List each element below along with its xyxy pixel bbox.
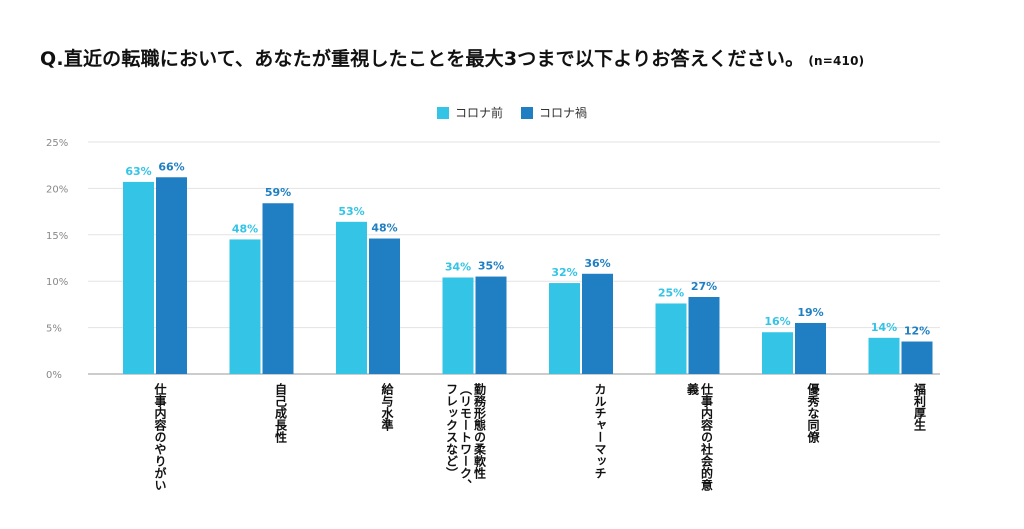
bar	[582, 273, 613, 374]
data-label: 14%	[871, 321, 897, 334]
x-tick-label: 優秀な同僚	[806, 383, 820, 443]
sample-size-note: (n=410)	[808, 54, 865, 68]
bar	[549, 283, 580, 374]
bar	[868, 337, 900, 374]
data-label: 32%	[551, 266, 577, 279]
bar	[762, 332, 793, 374]
y-tick-label: 10%	[46, 277, 68, 288]
data-label: 59%	[265, 186, 291, 199]
data-label: 27%	[691, 280, 717, 293]
bar	[901, 341, 933, 374]
chart-title: Q.直近の転職において、あなたが重視したことを最大3つまで以下よりお答えください…	[40, 48, 865, 70]
bar	[262, 203, 294, 374]
data-label: 53%	[338, 205, 364, 218]
bar	[369, 238, 400, 374]
x-tick-label: 自己成長性	[273, 383, 288, 443]
x-tick-label: カルチャーマッチ	[593, 383, 607, 479]
data-label: 66%	[158, 160, 184, 173]
legend-item-before: コロナ前	[436, 104, 503, 121]
bar	[688, 296, 720, 374]
legend-label-during: コロナ禍	[539, 106, 588, 120]
x-tick-label: 給与水準	[380, 383, 394, 431]
bar	[655, 303, 687, 374]
bar	[336, 221, 367, 374]
legend-swatch-before	[436, 106, 449, 119]
data-label: 48%	[232, 222, 258, 235]
legend: コロナ前 コロナ禍	[0, 104, 1024, 121]
y-tick-label: 15%	[46, 231, 68, 242]
data-label: 63%	[125, 165, 151, 178]
x-tick-label: 福利厚生	[912, 383, 927, 431]
data-label: 19%	[797, 306, 823, 319]
y-tick-label: 20%	[46, 184, 68, 195]
bar	[475, 276, 507, 374]
data-label: 12%	[904, 325, 930, 338]
y-tick-label: 5%	[46, 324, 62, 335]
bar	[156, 177, 187, 374]
x-tick-label: 仕事内容の社会的意義	[685, 383, 714, 491]
legend-item-during: コロナ禍	[521, 104, 587, 121]
x-tick-label: 勤務形態の柔軟性（リモートワーク、フレックスなど）	[444, 383, 487, 491]
bar	[795, 322, 826, 374]
bar	[123, 181, 154, 374]
legend-swatch-during	[521, 106, 533, 119]
data-label: 35%	[478, 260, 504, 273]
x-tick-label: 仕事内容のやりがい	[153, 383, 167, 491]
legend-label-before: コロナ前	[454, 106, 503, 120]
bar	[229, 239, 261, 374]
data-label: 36%	[584, 257, 610, 270]
data-label: 34%	[445, 260, 471, 273]
data-label: 48%	[371, 222, 397, 235]
data-label: 16%	[764, 315, 790, 328]
y-tick-label: 0%	[46, 370, 62, 381]
data-label: 25%	[658, 286, 684, 299]
y-tick-label: 25%	[46, 138, 68, 149]
bar	[442, 277, 474, 374]
